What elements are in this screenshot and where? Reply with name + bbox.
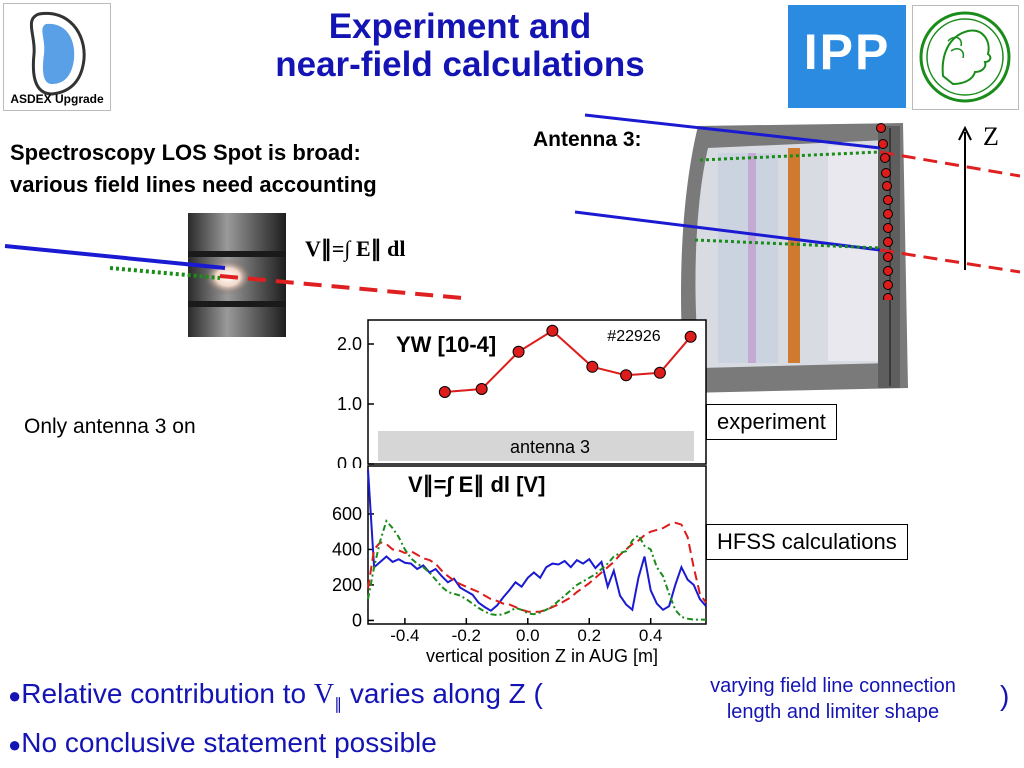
chart2-xtick-label: -0.2 <box>452 626 481 645</box>
chart1-point <box>512 345 525 358</box>
ipp-logo: IPP <box>788 5 906 108</box>
voltage-chart: V∥=∫ E∥ dl [V] 0 200 400 600 -0.4 -0.2 0.0 0.2… <box>332 465 707 666</box>
chart1-point <box>438 386 451 398</box>
bullet-2: ●No conclusive statement possible <box>8 727 437 759</box>
z-axis-arrowhead <box>958 125 972 141</box>
chart2-ytick-label: 200 <box>332 575 362 595</box>
probe-dot <box>883 266 893 276</box>
probe-dot <box>878 139 888 149</box>
probe-dot <box>883 237 893 247</box>
probe-dot <box>883 280 893 290</box>
chart2-xlabel: vertical position Z in AUG [m] <box>426 646 658 666</box>
chart2-series-line <box>367 518 706 621</box>
chart2-ytick-label: 400 <box>332 539 362 559</box>
chart1-point <box>620 369 633 382</box>
bullet-1-note: varying field line connection length and… <box>672 673 994 725</box>
chart2-xtick-label: 0.0 <box>516 626 540 645</box>
chart2-series-line <box>367 521 707 613</box>
probe-dot <box>883 252 893 262</box>
antenna-field-lines <box>574 113 1021 300</box>
bullet-1-suffix: varies along Z ( <box>342 678 543 709</box>
hfss-label: HFSS calculations <box>706 524 908 560</box>
voltage-formula-left: V∥=∫ E∥ dl <box>305 236 405 262</box>
chart1-ytick-label: 2.0 <box>337 334 362 354</box>
chart1-point <box>475 383 488 395</box>
chart2-xtick-label: 0.4 <box>639 626 663 645</box>
chart2-title: V∥=∫ E∥ dl [V] <box>408 472 545 498</box>
subtitle-line-2: various field lines need accounting <box>10 172 377 197</box>
chart1-point <box>684 330 697 343</box>
bullet-1-note-line-2: length and limiter shape <box>726 701 940 723</box>
z-axis-label: Z <box>983 122 999 151</box>
chart2-ytick-label: 600 <box>332 504 362 524</box>
formula-text: V∥=∫ E∥ dl <box>305 236 406 261</box>
title-line-2: near-field calculations <box>275 45 645 84</box>
antenna-3-label: Antenna 3: <box>533 128 642 151</box>
bullet-1-close: ) <box>1000 680 1010 711</box>
bullet-2-text: No conclusive statement possible <box>21 727 437 758</box>
max-planck-logo <box>912 5 1019 110</box>
los-field-lines <box>4 244 463 300</box>
chart1-title: YW [10-4] <box>396 332 496 357</box>
only-antenna-note: Only antenna 3 on <box>24 415 196 438</box>
chart2-frame <box>367 465 707 625</box>
chart2-ytick-label: 0 <box>352 610 362 630</box>
probe-dot <box>883 209 893 219</box>
probe-dot <box>880 153 890 163</box>
plasma-crosssection-icon <box>29 11 86 96</box>
chart1-ytick-label: 1.0 <box>337 394 362 414</box>
antenna-3-band-label: antenna 3 <box>510 437 590 457</box>
chart1-ylabel: YW [10-4] <box>396 332 496 357</box>
subtitle-line-1: Spectroscopy LOS Spot is broad: <box>10 140 361 165</box>
yw-chart: antenna 3 #22926 YW [10-4] 0.0 1.0 2.0 <box>337 319 707 468</box>
los-spot-statement: Spectroscopy LOS Spot is broad: various … <box>10 137 377 201</box>
bullet-dot-2: ● <box>8 732 22 757</box>
experiment-label: experiment <box>706 404 837 440</box>
probe-dot <box>876 123 886 133</box>
antenna-photo <box>681 123 908 393</box>
bullet-1-par: ∥ <box>334 696 343 714</box>
chart1-ytick-label: 0.0 <box>337 454 362 468</box>
bullet-dot-1: ● <box>8 683 22 708</box>
antenna-3-band <box>378 431 694 461</box>
chart1-point <box>586 360 599 373</box>
ipp-logo-text: IPP <box>803 24 891 80</box>
chart2-xtick-label: -0.4 <box>390 626 419 645</box>
probe-dot <box>883 293 893 300</box>
chart2-xtick-label: 0.2 <box>577 626 601 645</box>
bullet-1-v: V <box>313 679 335 710</box>
minerva-head-icon <box>919 11 1011 103</box>
probe-dot <box>882 181 892 191</box>
page-title: Experiment and near-field calculations <box>180 8 740 84</box>
probe-dot <box>883 195 893 205</box>
chart1-point <box>653 366 666 379</box>
bullet-1-prefix: Relative contribution to <box>21 678 314 709</box>
asdex-logo-label: ASDEX Upgrade <box>10 92 104 106</box>
probe-dot <box>883 223 893 233</box>
chart2-series-line <box>367 469 707 612</box>
probe-dot <box>881 168 891 178</box>
chart1-annotation: #22926 <box>607 328 660 345</box>
bullet-1: ●Relative contribution to V∥ varies alon… <box>8 678 543 715</box>
bullet-1-note-line-1: varying field line connection <box>710 675 956 697</box>
title-line-1: Experiment and <box>328 7 592 46</box>
asdex-upgrade-logo: ASDEX Upgrade <box>3 3 111 111</box>
chart1-point <box>546 324 559 337</box>
